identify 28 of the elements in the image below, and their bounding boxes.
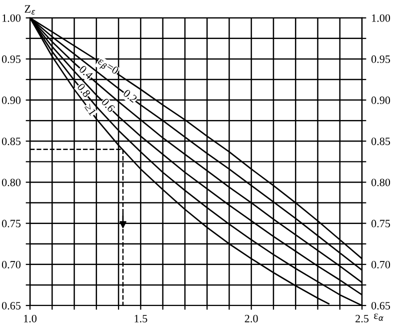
text: ε$_{β}$=0 xyxy=(96,56,120,78)
y-tick-label: 0.65 xyxy=(2,302,21,310)
y2-tick-label: 0.65 xyxy=(371,302,390,310)
x-tick-label: 1.5 xyxy=(134,314,148,322)
y2-tick-label: 0.70 xyxy=(371,260,390,268)
y-tick-label: 0.95 xyxy=(2,55,21,63)
text: 0.6 xyxy=(101,98,116,113)
y-tick-label: 0.85 xyxy=(2,138,21,146)
y2-tick-label: 0.75 xyxy=(371,220,390,228)
y2-tick-label: 0.90 xyxy=(371,96,390,104)
y2-tick-label: 0.95 xyxy=(371,55,390,63)
y2-tick-label: 0.80 xyxy=(371,178,390,186)
y-axis-title: Z$_{ε}$ xyxy=(24,5,36,15)
x-axis-title: ε$_{α}$ xyxy=(374,314,384,321)
x-tick-label: 1.0 xyxy=(24,314,37,322)
y-tick-label: 1.00 xyxy=(2,14,21,22)
y-tick-label: 0.75 xyxy=(2,220,21,228)
x-tick-label: 2.0 xyxy=(244,314,258,322)
y-tick-label: 0.90 xyxy=(2,96,21,104)
text: ≥1 xyxy=(84,103,97,116)
x-tick-label: 2.5 xyxy=(356,314,369,322)
y-tick-label: 0.80 xyxy=(2,178,21,186)
y2-tick-label: 0.85 xyxy=(371,138,390,146)
y2-tick-label: 1.00 xyxy=(372,14,390,22)
text: 0.2 xyxy=(122,89,138,103)
text: 0.8 xyxy=(76,82,91,98)
y-tick-label: 0.70 xyxy=(2,260,21,268)
text: 0.4 xyxy=(78,65,94,80)
